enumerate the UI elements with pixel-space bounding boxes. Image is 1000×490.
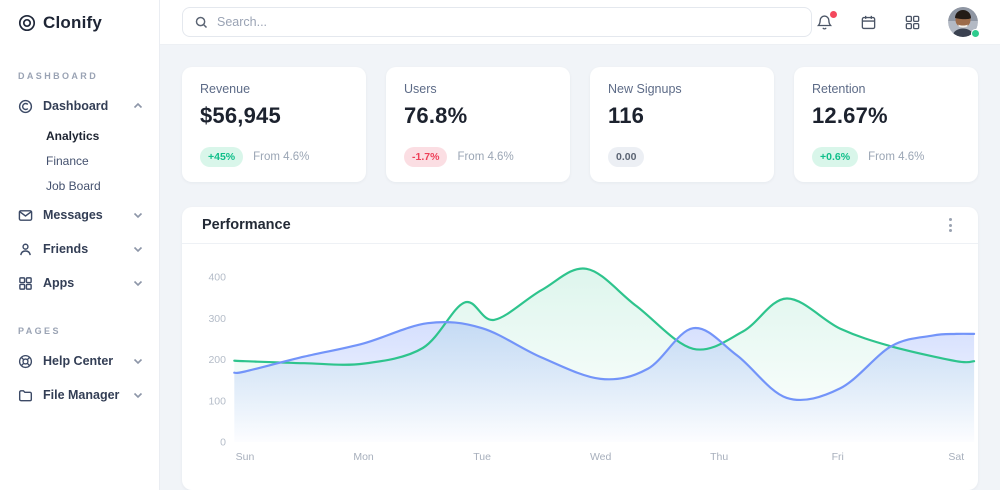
svg-text:Thu: Thu: [710, 451, 728, 463]
main-content: Revenue $56,945 +45% From 4.6% Users 76.…: [160, 45, 1000, 490]
trend-badge: -1.7%: [404, 147, 448, 167]
calendar-icon[interactable]: [860, 14, 877, 31]
chevron-up-icon: [133, 101, 143, 111]
sidebar-subitem-analytics[interactable]: Analytics: [46, 128, 100, 143]
section-label-pages: PAGES: [18, 326, 61, 336]
sidebar-item-label: Dashboard: [43, 99, 109, 113]
help-icon: [18, 354, 33, 369]
chevron-down-icon: [133, 210, 143, 220]
trend-badge: +0.6%: [812, 147, 859, 167]
stat-card-users: Users 76.8% -1.7% From 4.6%: [386, 67, 570, 182]
sidebar-item-label: File Manager: [43, 388, 120, 402]
section-label-dashboard: DASHBOARD: [18, 71, 99, 81]
svg-text:400: 400: [208, 272, 226, 284]
stat-value: $56,945: [200, 103, 281, 128]
sidebar-item-label: Messages: [43, 208, 103, 222]
clonify-logo-icon: [18, 14, 36, 32]
sidebar-item-file-manager[interactable]: File Manager: [0, 378, 159, 412]
dashboard-icon: [18, 99, 33, 114]
stat-value: 116: [608, 103, 645, 128]
stat-card-retention: Retention 12.67% +0.6% From 4.6%: [794, 67, 978, 182]
sidebar-subitem-finance[interactable]: Finance: [46, 153, 89, 168]
stat-note: From 4.6%: [457, 151, 514, 163]
trend-badge: 0.00: [608, 147, 645, 167]
stat-note: From 4.6%: [253, 151, 310, 163]
svg-text:Wed: Wed: [590, 451, 612, 463]
sidebar-item-messages[interactable]: Messages: [0, 198, 159, 232]
sidebar: Clonify DASHBOARD Dashboard Analytics Fi…: [0, 0, 160, 490]
stat-label: Revenue: [200, 82, 251, 96]
topbar-actions: [816, 7, 980, 38]
topbar: [160, 0, 1000, 45]
sidebar-item-label: Help Center: [43, 354, 114, 368]
performance-panel-header: Performance: [182, 207, 978, 244]
svg-text:Fri: Fri: [832, 451, 844, 463]
performance-chart: 0 100 200 300 400 Sun Mon Tue Wed Thu Fri Sat: [208, 267, 976, 463]
apps-grid-icon[interactable]: [904, 14, 921, 31]
messages-icon: [18, 208, 33, 223]
stat-card-new-signups: New Signups 116 0.00: [590, 67, 774, 182]
sidebar-item-label: Apps: [43, 276, 75, 290]
apps-icon: [18, 276, 33, 291]
notification-dot: [830, 10, 837, 18]
svg-text:100: 100: [208, 395, 226, 407]
svg-text:200: 200: [208, 354, 226, 366]
stat-card-revenue: Revenue $56,945 +45% From 4.6%: [182, 67, 366, 182]
brand-name: Clonify: [43, 12, 103, 32]
search-input[interactable]: [217, 15, 799, 29]
sidebar-item-apps[interactable]: Apps: [0, 266, 159, 300]
stat-cards: Revenue $56,945 +45% From 4.6% Users 76.…: [182, 67, 978, 182]
bell-icon[interactable]: [816, 10, 837, 31]
svg-text:Tue: Tue: [473, 451, 491, 463]
panel-title: Performance: [202, 217, 291, 233]
sidebar-item-label: Friends: [43, 242, 89, 256]
stat-note: From 4.6%: [868, 151, 925, 163]
trend-badge: +45%: [200, 147, 244, 167]
svg-text:0: 0: [220, 437, 226, 449]
search-box[interactable]: [182, 7, 812, 37]
friends-icon: [18, 242, 33, 257]
stat-value: 12.67%: [812, 103, 888, 128]
performance-panel: Performance 0 100 200 300 400 Sun Mon Tue Wed Thu…: [182, 207, 978, 490]
svg-text:Mon: Mon: [353, 451, 374, 463]
sidebar-subitem-job-board[interactable]: Job Board: [46, 178, 101, 193]
chevron-down-icon: [133, 278, 143, 288]
sidebar-item-help-center[interactable]: Help Center: [0, 344, 159, 378]
stat-label: Users: [404, 82, 437, 96]
stat-value: 76.8%: [404, 103, 468, 128]
kebab-menu-icon[interactable]: [943, 214, 958, 236]
user-avatar[interactable]: [948, 7, 980, 38]
performance-chart-area: 0 100 200 300 400 Sun Mon Tue Wed Thu Fri Sat: [182, 244, 978, 489]
folder-icon: [18, 388, 33, 403]
brand-logo[interactable]: Clonify: [0, 0, 159, 45]
svg-text:Sat: Sat: [948, 451, 964, 463]
sidebar-item-dashboard[interactable]: Dashboard: [0, 89, 159, 123]
online-status-dot: [971, 29, 980, 38]
stat-label: Retention: [812, 82, 866, 96]
sidebar-item-friends[interactable]: Friends: [0, 232, 159, 266]
chevron-down-icon: [133, 244, 143, 254]
search-icon: [195, 16, 208, 29]
svg-text:Sun: Sun: [236, 451, 255, 463]
svg-text:300: 300: [208, 313, 226, 325]
stat-label: New Signups: [608, 82, 682, 96]
chevron-down-icon: [133, 390, 143, 400]
chevron-down-icon: [133, 356, 143, 366]
